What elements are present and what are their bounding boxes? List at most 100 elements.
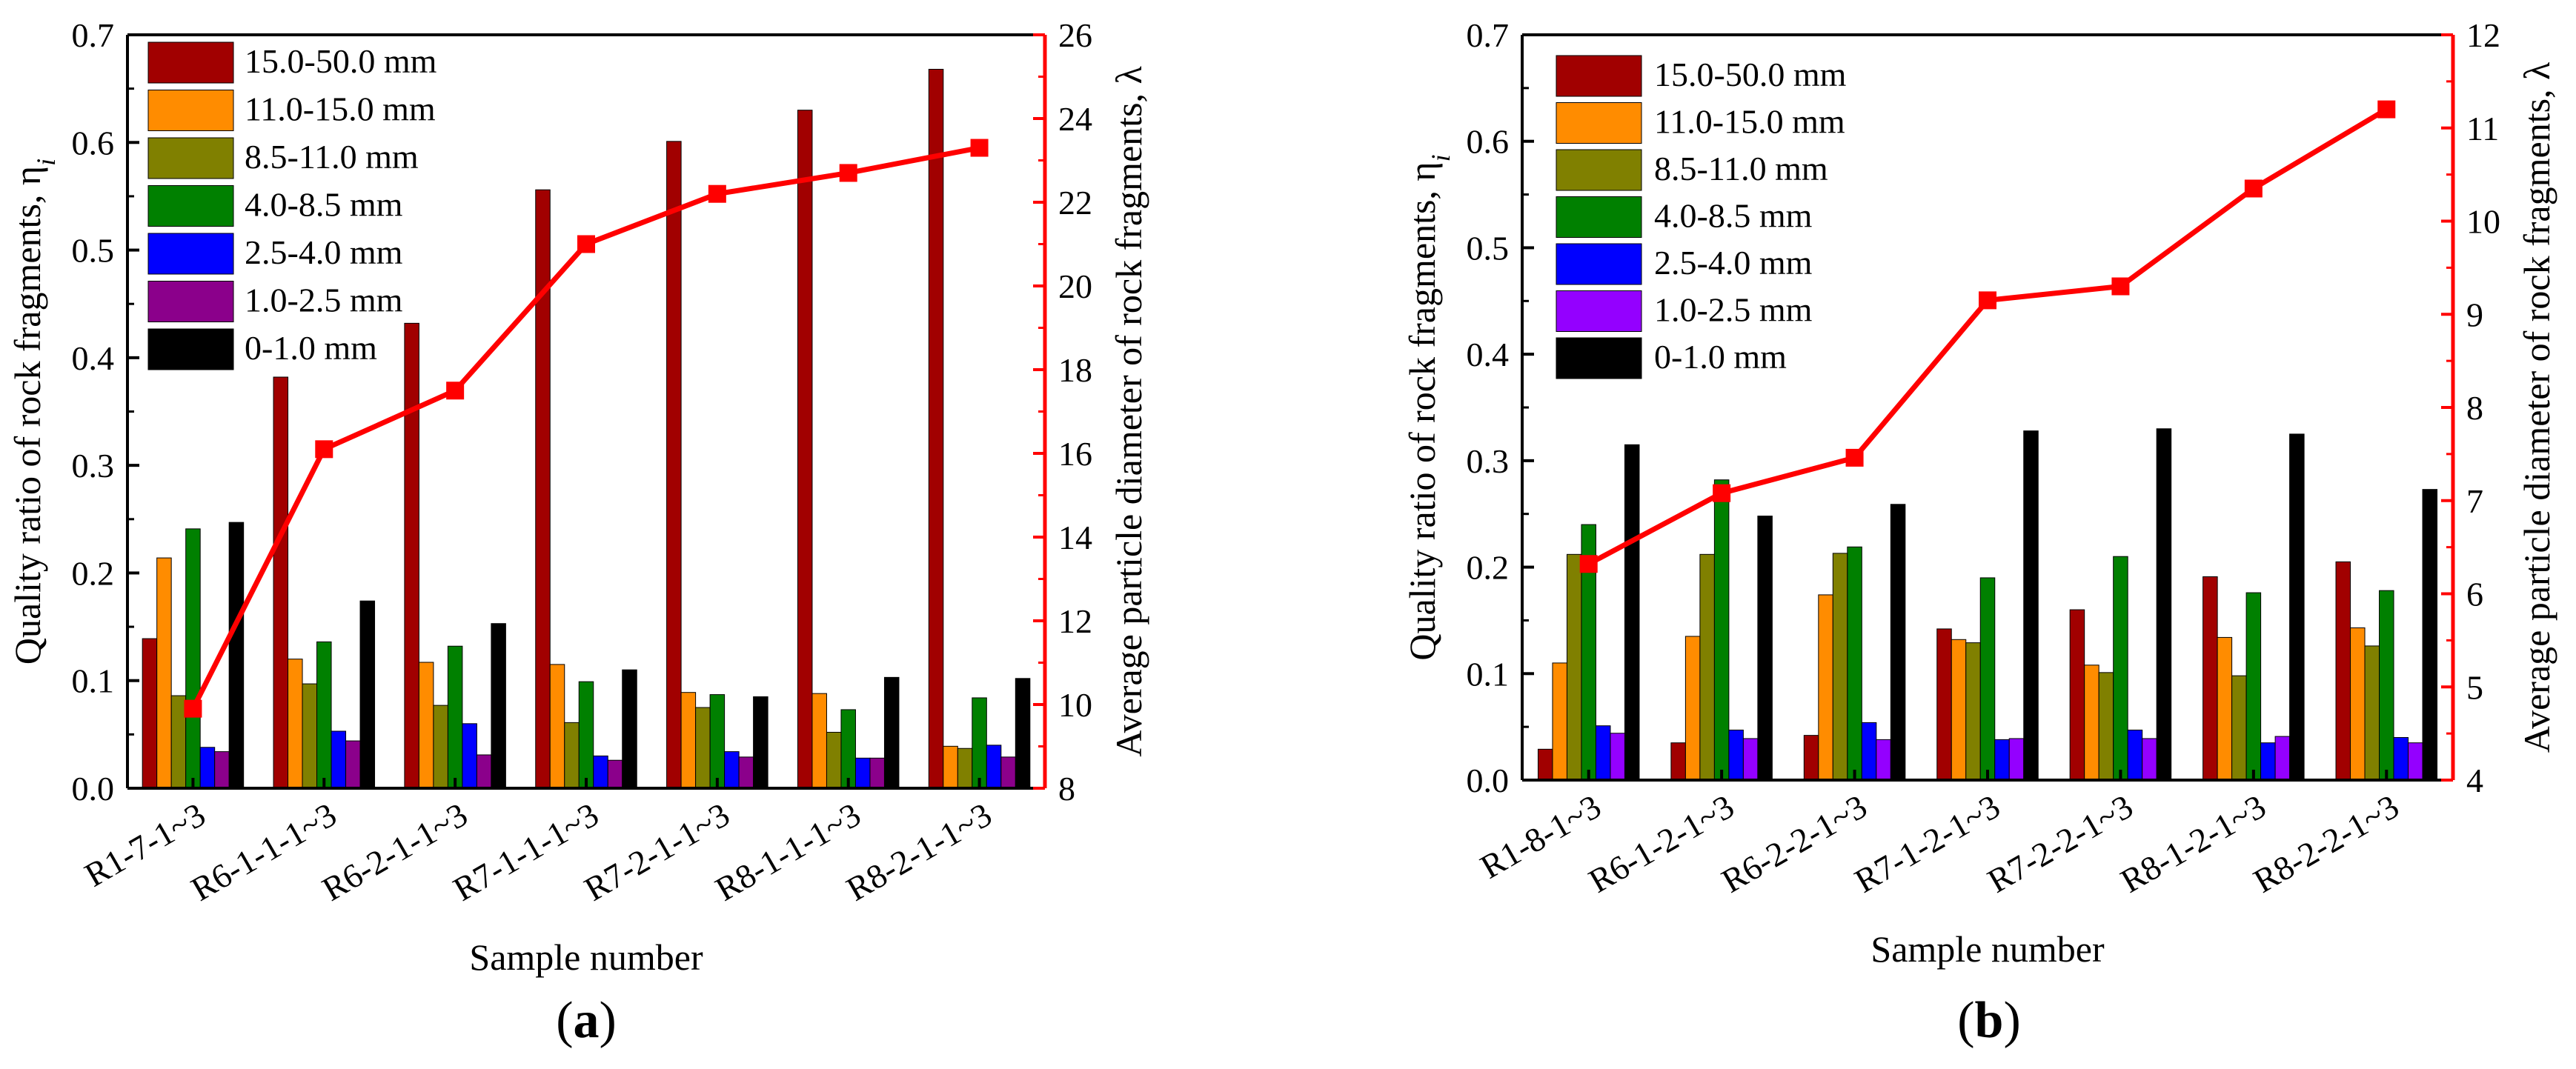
bar-2-5-4-0-mm-2 <box>1861 722 1877 781</box>
right-tick-label-7: 11 <box>2466 110 2499 147</box>
bar-11-0-15-0-mm-1 <box>1684 636 1701 781</box>
bar-0-1-0-mm-1 <box>1757 516 1773 781</box>
bar-1-0-2-5-mm-4 <box>2142 738 2157 781</box>
legend-label-6: 0-1.0 mm <box>245 329 377 367</box>
bar-0-1-0-mm-5 <box>883 676 900 789</box>
bar-11-0-15-0-mm-4 <box>2084 665 2099 781</box>
legend-label-0: 15.0-50.0 mm <box>245 42 437 80</box>
bar-2-5-4-0-mm-0 <box>199 747 216 789</box>
average-diameter-marker-3 <box>577 235 595 253</box>
legend-swatch-5 <box>147 281 234 322</box>
right-tick-label-3: 7 <box>2466 482 2483 520</box>
bar-0-1-0-mm-1 <box>359 600 376 789</box>
bar-0-1-0-mm-4 <box>2156 428 2172 781</box>
bar-11-0-15-0-mm-4 <box>680 692 697 789</box>
legend-label-0: 15.0-50.0 mm <box>1654 56 1847 93</box>
legend-label-6: 0-1.0 mm <box>1654 338 1787 376</box>
right-tick-label-4: 8 <box>2466 389 2483 427</box>
left-tick-label-0: 0.0 <box>72 770 115 807</box>
bar-8-5-11-0-mm-4 <box>695 707 711 789</box>
legend-swatch-0 <box>1556 55 1642 97</box>
bar-2-5-4-0-mm-6 <box>2393 737 2409 781</box>
bar-4-0-8-5-mm-3 <box>1979 577 1996 781</box>
bar-4-0-8-5-mm-1 <box>1713 479 1730 781</box>
legend: 15.0-50.0 mm 11.0-15.0 mm 8.5-11.0 mm 4.0-8… <box>147 41 437 370</box>
average-diameter-marker-2 <box>446 382 465 400</box>
x-tick-label-2: R6-2-2-1~3 <box>1716 787 1873 899</box>
x-tick-label-4: R7-2-2-1~3 <box>1981 787 2139 899</box>
bar-1-0-2-5-mm-5 <box>869 757 885 789</box>
bar-2-5-4-0-mm-5 <box>2260 742 2276 781</box>
left-tick-label-0: 0.0 <box>1467 762 1510 799</box>
bar-0-1-0-mm-0 <box>228 522 245 789</box>
y2-axis-title: Average particle diameter of rock fragme… <box>2516 62 2557 753</box>
left-tick-label-4: 0.4 <box>1467 336 1510 373</box>
bar-2-5-4-0-mm-0 <box>1595 725 1611 781</box>
bar-8-5-11-0-mm-0 <box>170 695 187 789</box>
bar-8-5-11-0-mm-3 <box>1965 642 1981 781</box>
bar-4-0-8-5-mm-1 <box>316 641 332 789</box>
bar-4-0-8-5-mm-4 <box>709 694 726 789</box>
bar-8-5-11-0-mm-2 <box>433 705 448 789</box>
panel-label-part-0: ( <box>556 992 573 1049</box>
bar-2-5-4-0-mm-3 <box>593 755 608 789</box>
panel-label-0: (a) <box>556 992 617 1049</box>
right-tick-label-6: 20 <box>1058 267 1092 305</box>
bar-0-1-0-mm-3 <box>2023 430 2039 781</box>
y-axis-title-subscript: i <box>1426 154 1455 161</box>
legend-swatch-6 <box>1556 337 1642 379</box>
y2-axis-title: Average particle diameter of rock fragme… <box>1108 66 1149 757</box>
bar-4-0-8-5-mm-5 <box>840 709 856 789</box>
right-tick-label-0: 4 <box>2466 762 2483 799</box>
average-diameter-marker-3 <box>1979 291 1996 310</box>
bar-0-1-0-mm-5 <box>2289 433 2305 781</box>
right-tick-label-9: 26 <box>1058 16 1092 54</box>
bar-0-1-0-mm-2 <box>1890 504 1906 781</box>
right-tick-label-6: 10 <box>2466 203 2500 241</box>
legend-label-3: 4.0-8.5 mm <box>1654 197 1813 235</box>
bar-1-0-2-5-mm-6 <box>1000 756 1016 789</box>
bar-15-0-50-0-mm-2 <box>404 322 419 789</box>
y-axis-title-subscript: i <box>31 159 61 166</box>
average-diameter-marker-6 <box>2377 100 2396 119</box>
panel-label-part-2: ) <box>2003 992 2020 1049</box>
bar-15-0-50-0-mm-3 <box>535 189 551 789</box>
bar-8-5-11-0-mm-6 <box>2364 645 2380 781</box>
bar-11-0-15-0-mm-0 <box>156 557 172 789</box>
bar-2-5-4-0-mm-5 <box>854 757 871 789</box>
bar-8-5-11-0-mm-4 <box>2098 672 2114 781</box>
bar-2-5-4-0-mm-3 <box>1994 739 2010 781</box>
bar-15-0-50-0-mm-1 <box>1670 742 1686 781</box>
average-diameter-marker-5 <box>2244 179 2263 198</box>
right-tick-label-8: 24 <box>1058 100 1092 138</box>
bar-1-0-2-5-mm-6 <box>2408 742 2423 781</box>
bar-4-0-8-5-mm-5 <box>2245 592 2262 781</box>
x-axis-title: Sample number <box>469 936 703 978</box>
bar-2-5-4-0-mm-4 <box>2127 729 2143 781</box>
x-tick-label-5: R8-1-2-1~3 <box>2114 787 2272 899</box>
bar-8-5-11-0-mm-5 <box>826 731 842 789</box>
bar-11-0-15-0-mm-6 <box>2350 627 2366 781</box>
bars-group <box>1537 428 2438 781</box>
x-tick-label-3: R7-1-2-1~3 <box>1848 787 2006 899</box>
bar-15-0-50-0-mm-5 <box>797 110 813 789</box>
right-tick-label-5: 9 <box>2466 296 2483 333</box>
bar-1-0-2-5-mm-1 <box>345 740 361 789</box>
left-tick-label-4: 0.4 <box>72 339 115 377</box>
bar-2-5-4-0-mm-4 <box>724 751 740 789</box>
bar-1-0-2-5-mm-3 <box>607 759 623 789</box>
x-tick-label-2: R6-2-1-1~3 <box>316 795 474 908</box>
left-tick-label-1: 0.1 <box>72 662 115 700</box>
bar-2-5-4-0-mm-1 <box>331 730 347 789</box>
right-tick-label-5: 18 <box>1058 351 1092 389</box>
legend-swatch-1 <box>147 90 234 131</box>
bar-1-0-2-5-mm-1 <box>1742 738 1759 781</box>
legend-swatch-0 <box>147 41 234 84</box>
chart-panel-1: 0.00.10.20.30.40.50.60.7456789101112R1-8… <box>1401 16 2557 1049</box>
average-diameter-marker-0 <box>1579 555 1598 573</box>
bar-11-0-15-0-mm-2 <box>418 662 434 789</box>
bar-11-0-15-0-mm-5 <box>811 693 827 789</box>
bar-4-0-8-5-mm-2 <box>1847 546 1862 781</box>
right-tick-label-4: 16 <box>1058 435 1092 473</box>
